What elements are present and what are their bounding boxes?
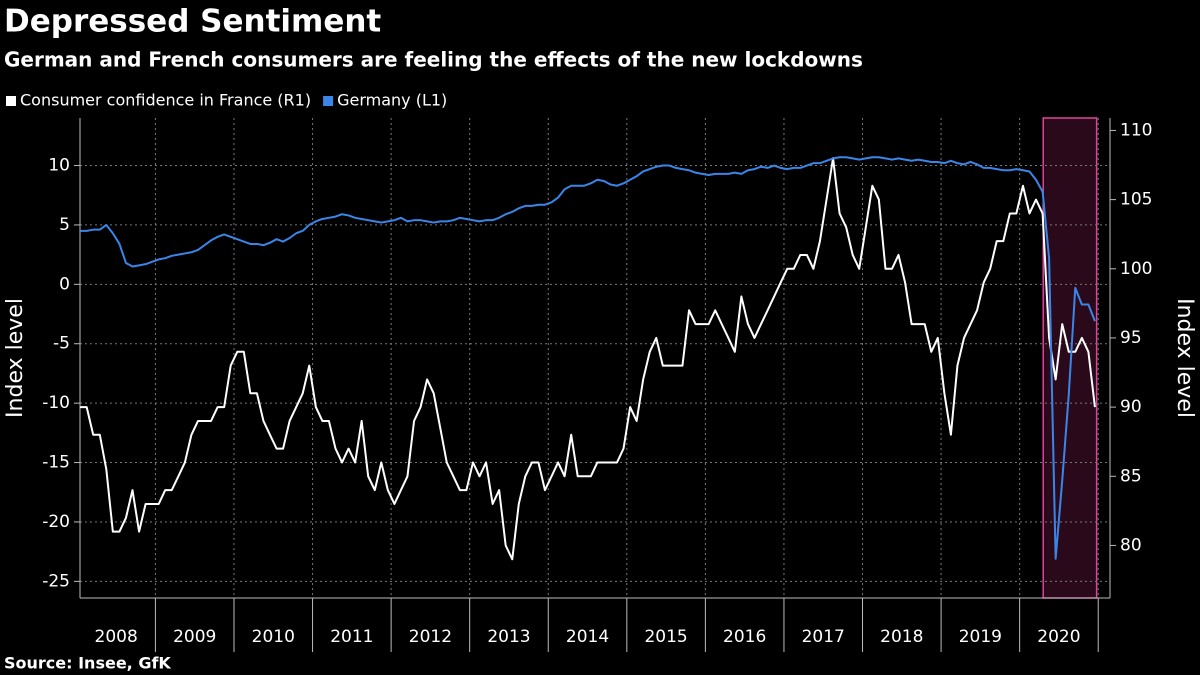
- x-tick-label: 2018: [880, 627, 923, 647]
- source: Source: Insee, GfK: [4, 654, 171, 673]
- chart-title: Depressed Sentiment: [4, 4, 381, 40]
- y-axis-label: Index level: [3, 298, 28, 418]
- y2-tick-label: 95: [1120, 328, 1142, 348]
- y-tick-label: -20: [42, 512, 70, 532]
- chart-subtitle: German and French consumers are feeling …: [4, 48, 863, 72]
- x-tick-label: 2013: [487, 627, 530, 647]
- x-tick-label: 2011: [330, 627, 373, 647]
- legend-swatch: [323, 96, 334, 106]
- y-tick-label: 10: [48, 156, 70, 176]
- y-tick-label: 5: [59, 215, 70, 235]
- y2-tick-label: 105: [1120, 190, 1152, 210]
- x-tick-label: 2014: [566, 627, 609, 647]
- y2-axis-label: Index level: [1172, 298, 1197, 418]
- x-tick-label: 2016: [723, 627, 766, 647]
- y-tick-label: -15: [42, 453, 70, 473]
- legend-label: Germany (L1): [337, 91, 447, 110]
- y-tick-label: -10: [42, 393, 70, 413]
- x-tick-label: 2008: [95, 627, 138, 647]
- y2-tick-label: 80: [1120, 535, 1142, 555]
- x-tick-label: 2009: [173, 627, 216, 647]
- x-tick-label: 2017: [802, 627, 845, 647]
- y-tick-label: 0: [59, 274, 70, 294]
- x-tick-label: 2010: [252, 627, 295, 647]
- y-tick-label: -25: [42, 571, 70, 591]
- line-series: [80, 157, 1096, 561]
- legend-swatch: [6, 96, 16, 106]
- y2-tick-label: 100: [1120, 259, 1152, 279]
- x-tick-label: 2020: [1037, 627, 1080, 647]
- line-series: [80, 156, 1096, 560]
- x-tick-label: 2015: [644, 627, 687, 647]
- y-tick-label: -5: [53, 334, 70, 354]
- y2-tick-label: 110: [1120, 120, 1152, 140]
- legend-label: Consumer confidence in France (R1): [20, 91, 311, 110]
- x-tick-label: 2012: [409, 627, 452, 647]
- y2-tick-label: 90: [1120, 397, 1142, 417]
- x-tick-label: 2019: [959, 627, 1002, 647]
- y2-tick-label: 85: [1120, 466, 1142, 486]
